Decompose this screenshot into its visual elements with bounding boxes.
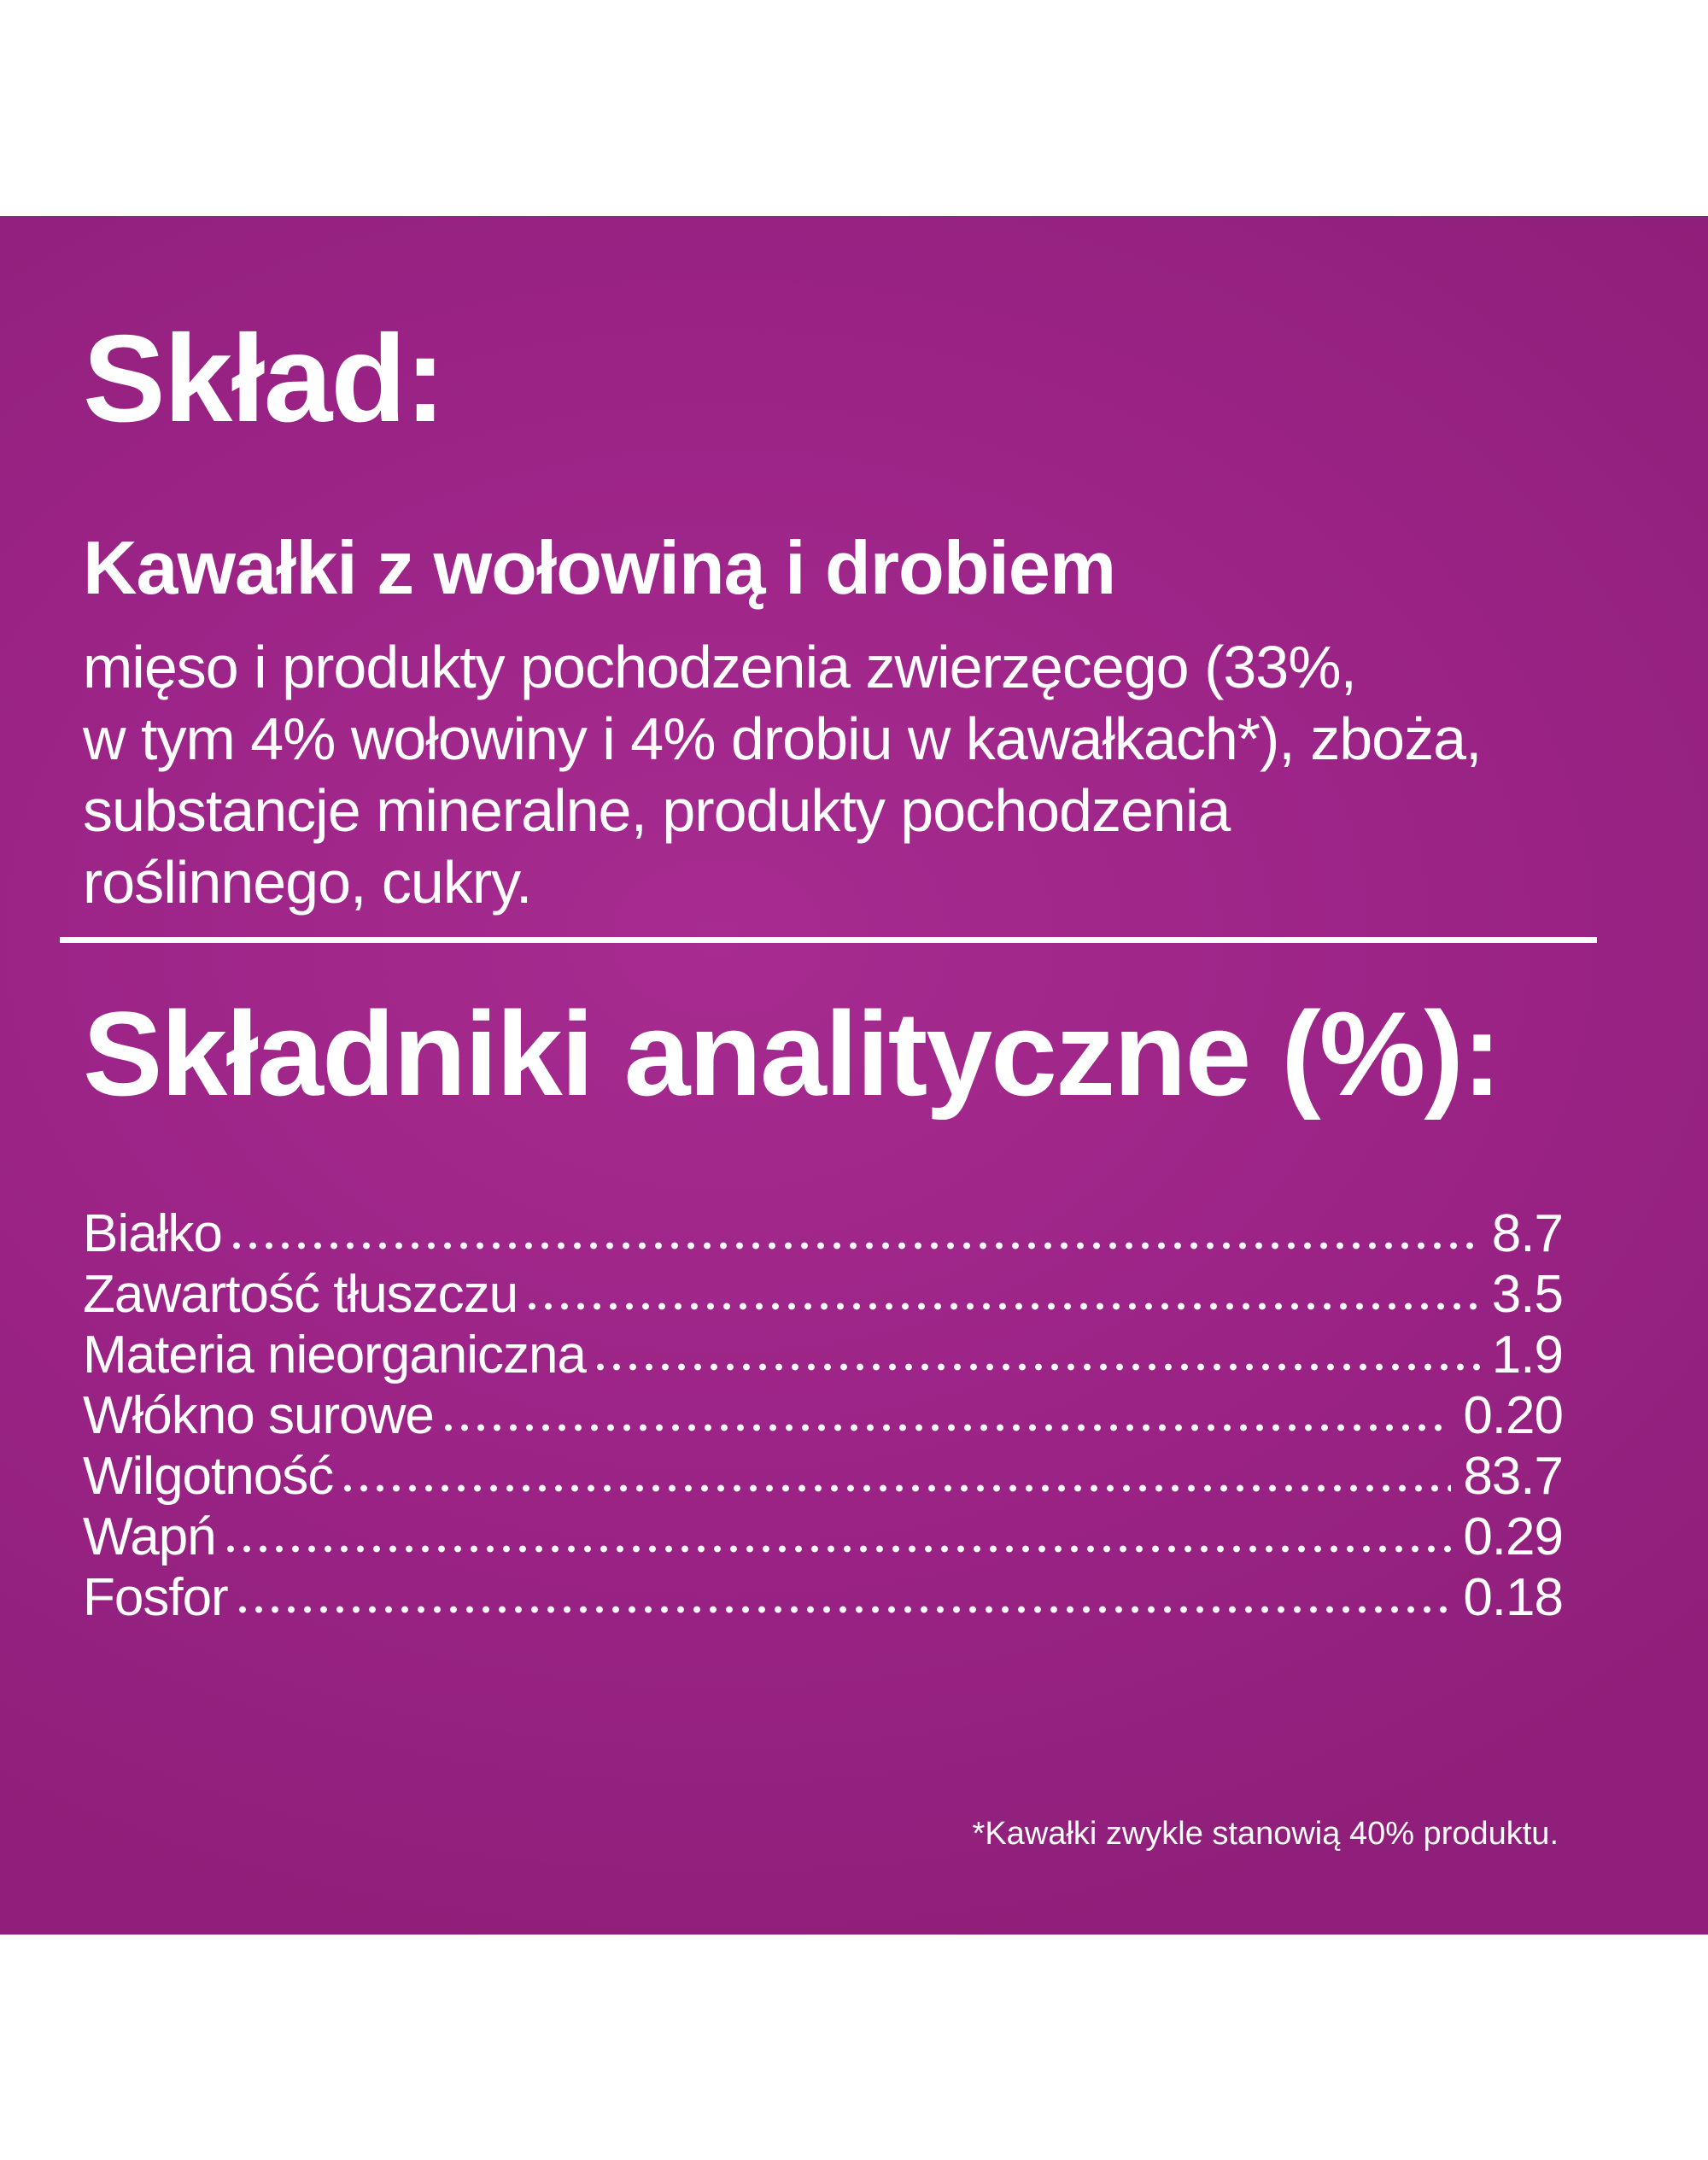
table-row: Fosfor 0.18 — [83, 1567, 1564, 1628]
row-value: 0.20 — [1463, 1386, 1564, 1445]
row-label: Wapń — [83, 1507, 217, 1566]
leader-dots — [343, 1484, 1452, 1492]
row-label: Wilgotność — [83, 1447, 334, 1506]
table-row: Materia nieorganiczna 1.9 — [83, 1325, 1564, 1385]
ingredient-line: roślinnego, cukry. — [83, 849, 532, 916]
row-label: Białko — [83, 1204, 223, 1263]
leader-dots — [596, 1363, 1480, 1371]
analytical-table: Białko 8.7 Zawartość tłuszczu 3.5 Materi… — [83, 1203, 1593, 1628]
footnote: *Kawałki zwykle stanowią 40% produktu. — [972, 1816, 1559, 1852]
leader-dots — [225, 1545, 1452, 1553]
row-label: Włókno surowe — [83, 1386, 435, 1445]
table-row: Zawartość tłuszczu 3.5 — [83, 1264, 1564, 1325]
row-label: Zawartość tłuszczu — [83, 1265, 518, 1324]
composition-title: Skład: — [83, 309, 446, 448]
row-label: Materia nieorganiczna — [83, 1326, 587, 1384]
variant-name: Kawałki z wołowiną i drobiem — [83, 525, 1116, 610]
table-row: Białko 8.7 — [83, 1203, 1564, 1264]
row-value: 3.5 — [1491, 1265, 1564, 1324]
row-value: 0.29 — [1463, 1507, 1564, 1566]
ingredient-line: substancje mineralne, produkty pochodzen… — [83, 777, 1231, 844]
table-row: Wapń 0.29 — [83, 1507, 1564, 1567]
ingredient-line: w tym 4% wołowiny i 4% drobiu w kawałkac… — [83, 705, 1482, 772]
section-divider — [60, 937, 1597, 943]
leader-dots — [237, 1606, 1452, 1613]
ingredients-paragraph: mięso i produkty pochodzenia zwierzęcego… — [83, 631, 1593, 918]
row-value: 0.18 — [1463, 1568, 1564, 1627]
row-label: Fosfor — [83, 1568, 229, 1627]
ingredient-line: mięso i produkty pochodzenia zwierzęcego… — [83, 634, 1357, 700]
row-value: 83.7 — [1463, 1447, 1564, 1506]
row-value: 8.7 — [1491, 1204, 1564, 1263]
leader-dots — [528, 1302, 1480, 1310]
label-panel: Skład: Kawałki z wołowiną i drobiem mięs… — [0, 216, 1708, 1935]
label-content: Skład: Kawałki z wołowiną i drobiem mięs… — [0, 317, 1708, 1853]
table-row: Wilgotność 83.7 — [83, 1446, 1564, 1507]
row-value: 1.9 — [1491, 1326, 1564, 1384]
leader-dots — [231, 1242, 1480, 1250]
analytical-title: Składniki analityczne (%): — [83, 986, 1502, 1121]
table-row: Włókno surowe 0.20 — [83, 1385, 1564, 1446]
leader-dots — [443, 1424, 1452, 1431]
